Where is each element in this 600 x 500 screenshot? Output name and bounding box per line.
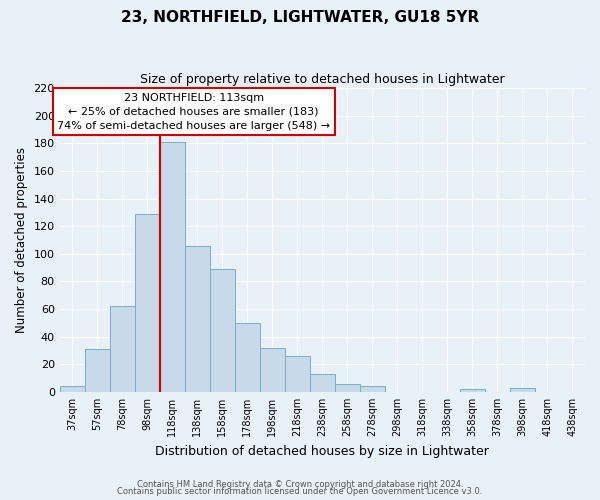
Bar [160,142,185,392]
Bar [235,323,260,392]
Bar [510,388,535,392]
Text: 23, NORTHFIELD, LIGHTWATER, GU18 5YR: 23, NORTHFIELD, LIGHTWATER, GU18 5YR [121,10,479,25]
Title: Size of property relative to detached houses in Lightwater: Size of property relative to detached ho… [140,72,505,86]
Bar [310,374,335,392]
Text: Contains HM Land Registry data © Crown copyright and database right 2024.: Contains HM Land Registry data © Crown c… [137,480,463,489]
Bar [85,349,110,392]
Bar [260,348,285,392]
Bar [460,389,485,392]
Y-axis label: Number of detached properties: Number of detached properties [15,147,28,333]
Bar [110,306,135,392]
Bar [285,356,310,392]
Bar [360,386,385,392]
Bar [59,386,85,392]
X-axis label: Distribution of detached houses by size in Lightwater: Distribution of detached houses by size … [155,444,489,458]
Bar [210,269,235,392]
Bar [335,384,360,392]
Bar [135,214,160,392]
Bar [185,246,210,392]
Text: Contains public sector information licensed under the Open Government Licence v3: Contains public sector information licen… [118,487,482,496]
Text: 23 NORTHFIELD: 113sqm
← 25% of detached houses are smaller (183)
74% of semi-det: 23 NORTHFIELD: 113sqm ← 25% of detached … [57,92,330,130]
